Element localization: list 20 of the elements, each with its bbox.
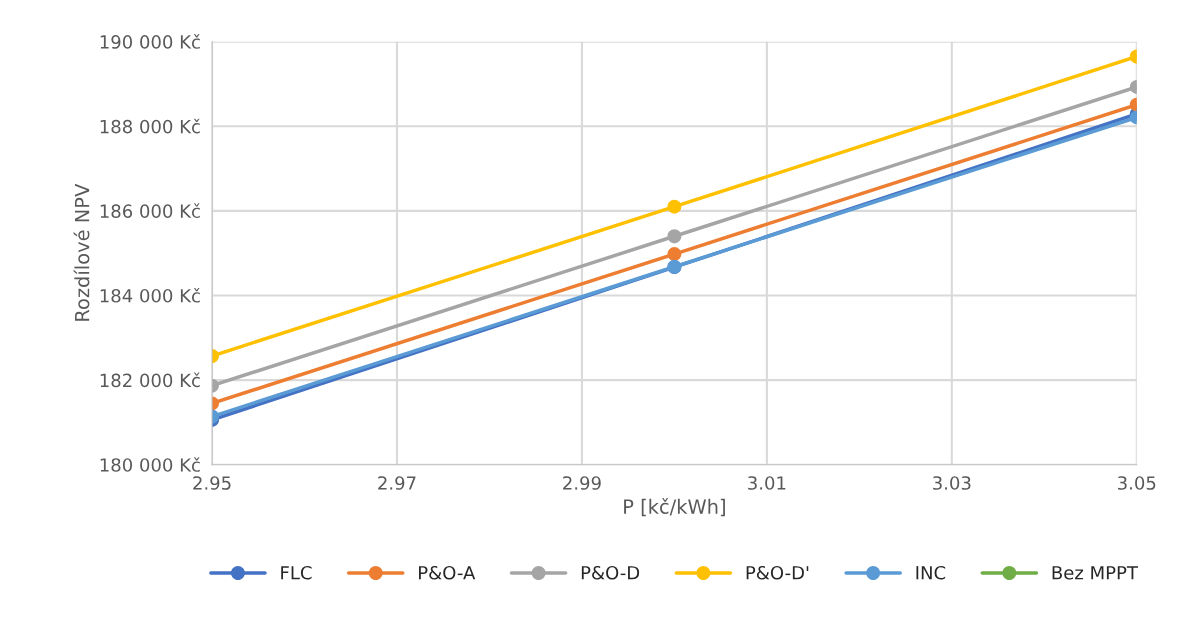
x-tick-label: 3.03	[933, 476, 971, 490]
y-tick-label: 182 000 Kč	[100, 372, 200, 388]
legend-label: Bez MPPT	[1052, 566, 1139, 580]
x-tick-label: 2.95	[193, 476, 231, 490]
x-axis-title: P [kč/kWh]	[624, 498, 725, 517]
legend-label: P&O-D'	[746, 565, 809, 580]
legend-label: P&O-D	[581, 565, 640, 580]
y-tick-label: 188 000 Kč	[100, 118, 200, 134]
y-tick-label: 184 000 Kč	[100, 287, 200, 303]
x-tick-label: 3.01	[748, 476, 786, 490]
y-tick-label: 190 000 Kč	[100, 34, 200, 49]
legend-label: FLC	[281, 565, 312, 580]
x-tick-label: 2.97	[378, 476, 416, 490]
legend-label: P&O-A	[419, 565, 476, 580]
x-tick-label: 2.99	[563, 476, 601, 490]
y-tick-label: 186 000 Kč	[100, 203, 200, 219]
y-tick-label: 180 000 Kč	[100, 457, 200, 472]
y-axis-title: Rozdílové NPV	[73, 183, 90, 321]
x-tick-label: 3.05	[1118, 476, 1156, 490]
legend-label: INC	[916, 565, 946, 580]
